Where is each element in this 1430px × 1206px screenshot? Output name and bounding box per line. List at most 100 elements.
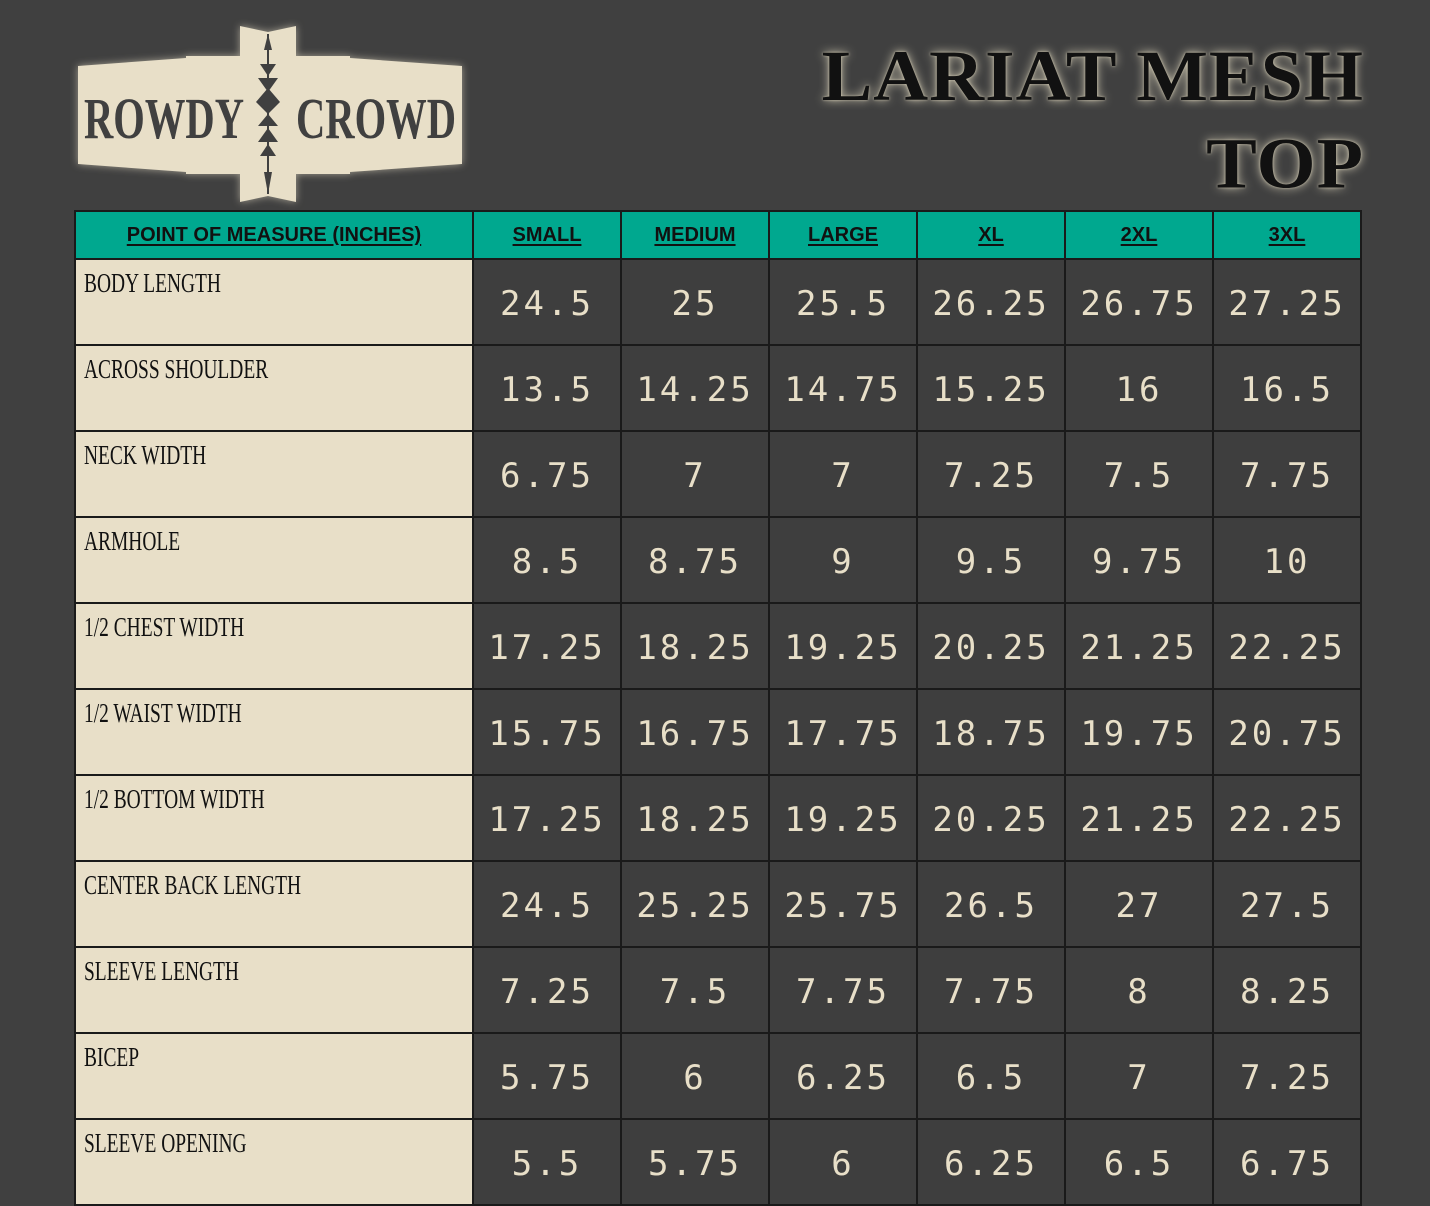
measure-label: Body Length [84, 268, 221, 298]
measure-value-cell: 7.75 [768, 946, 918, 1034]
measure-value-cell: 7.5 [620, 946, 770, 1034]
measure-label: Sleeve Length [84, 956, 239, 986]
measure-value-cell: 8 [1064, 946, 1214, 1034]
header-2xl: 2XL [1064, 210, 1214, 260]
measure-value-cell: 9.75 [1064, 516, 1214, 604]
measure-value-cell: 15.75 [472, 688, 622, 776]
table-row: 1/2 Bottom Width 17.25 18.25 19.25 20.25 21.2… [74, 774, 1362, 862]
product-title: LARIAT MESH TOP [822, 33, 1364, 208]
measure-value-cell: 22.25 [1212, 602, 1362, 690]
measure-value-cell: 27.5 [1212, 860, 1362, 948]
measure-label-cell: Center Back Length [74, 860, 474, 948]
measure-label: Across Shoulder [84, 354, 269, 384]
measure-value-cell: 7.75 [916, 946, 1066, 1034]
header-point-of-measure: POINT OF MEASURE (INCHES) [74, 210, 474, 260]
measure-value-cell: 6.25 [916, 1118, 1066, 1206]
measure-value-cell: 7 [768, 430, 918, 518]
measure-value-cell: 7.25 [472, 946, 622, 1034]
measure-value-cell: 19.75 [1064, 688, 1214, 776]
measure-value-cell: 7.5 [1064, 430, 1214, 518]
header-medium: MEDIUM [620, 210, 770, 260]
table-row: Body Length 24.5 25 25.5 26.25 26.75 27.25 [74, 258, 1362, 346]
measure-value-cell: 16.5 [1212, 344, 1362, 432]
measure-value-cell: 8.5 [472, 516, 622, 604]
measure-value-cell: 15.25 [916, 344, 1066, 432]
measure-value-cell: 20.25 [916, 774, 1066, 862]
title-line-1: LARIAT MESH [821, 36, 1364, 117]
brand-logo: ROWDY CROWD [78, 26, 466, 202]
table-body: Body Length 24.5 25 25.5 26.25 26.75 27.25 Acro… [74, 258, 1362, 1206]
measure-value-cell: 25.5 [768, 258, 918, 346]
measure-value-cell: 21.25 [1064, 774, 1214, 862]
measure-label: Neck Width [84, 440, 207, 470]
table-row: Bicep 5.75 6 6.25 6.5 7 7.25 [74, 1032, 1362, 1120]
measure-value-cell: 18.75 [916, 688, 1066, 776]
table-row: Armhole 8.5 8.75 9 9.5 9.75 10 [74, 516, 1362, 604]
table-row: Sleeve Opening 5.5 5.75 6 6.25 6.5 6.75 [74, 1118, 1362, 1206]
table-row: Neck Width 6.75 7 7 7.25 7.5 7.75 [74, 430, 1362, 518]
measure-value-cell: 22.25 [1212, 774, 1362, 862]
measure-label: 1/2 Bottom Width [84, 784, 265, 814]
table-row: Across Shoulder 13.5 14.25 14.75 15.25 16 16.5 [74, 344, 1362, 432]
measure-value-cell: 5.5 [472, 1118, 622, 1206]
measure-value-cell: 17.25 [472, 602, 622, 690]
measure-value-cell: 6 [768, 1118, 918, 1206]
measure-label-cell: 1/2 Bottom Width [74, 774, 474, 862]
measure-label: Sleeve Opening [84, 1128, 247, 1158]
measure-value-cell: 20.25 [916, 602, 1066, 690]
measure-value-cell: 24.5 [472, 258, 622, 346]
measure-value-cell: 18.25 [620, 602, 770, 690]
measure-label: 1/2 Waist Width [84, 698, 242, 728]
measure-value-cell: 5.75 [620, 1118, 770, 1206]
measure-value-cell: 18.25 [620, 774, 770, 862]
measure-value-cell: 6 [620, 1032, 770, 1120]
measure-label-cell: Body Length [74, 258, 474, 346]
arrow-ornament-icon [256, 34, 280, 194]
header-large: LARGE [768, 210, 918, 260]
measure-label: Armhole [84, 526, 181, 556]
measure-value-cell: 7 [1064, 1032, 1214, 1120]
measure-value-cell: 9 [768, 516, 918, 604]
measure-value-cell: 19.25 [768, 774, 918, 862]
measure-label: 1/2 Chest Width [84, 612, 245, 642]
title-line-2: TOP [1206, 123, 1364, 204]
measure-value-cell: 7.25 [916, 430, 1066, 518]
measure-label: Center Back Length [84, 870, 302, 900]
logo-text-rowdy: ROWDY [84, 86, 244, 151]
measure-value-cell: 17.25 [472, 774, 622, 862]
measure-value-cell: 8.75 [620, 516, 770, 604]
logo-emblem: ROWDY CROWD [78, 26, 462, 202]
measure-value-cell: 24.5 [472, 860, 622, 948]
logo-text-crowd: CROWD [296, 86, 456, 151]
measure-value-cell: 19.25 [768, 602, 918, 690]
measure-value-cell: 17.75 [768, 688, 918, 776]
measure-label-cell: Sleeve Length [74, 946, 474, 1034]
measure-value-cell: 5.75 [472, 1032, 622, 1120]
measure-value-cell: 21.25 [1064, 602, 1214, 690]
measure-value-cell: 8.25 [1212, 946, 1362, 1034]
measure-value-cell: 26.75 [1064, 258, 1214, 346]
measure-value-cell: 6.25 [768, 1032, 918, 1120]
size-chart-table: POINT OF MEASURE (INCHES) SMALL MEDIUM L… [74, 210, 1362, 1206]
measure-value-cell: 7.75 [1212, 430, 1362, 518]
measure-value-cell: 6.75 [472, 430, 622, 518]
measure-label-cell: Armhole [74, 516, 474, 604]
table-row: 1/2 Waist Width 15.75 16.75 17.75 18.75 19.75… [74, 688, 1362, 776]
table-header-row: POINT OF MEASURE (INCHES) SMALL MEDIUM L… [74, 210, 1362, 260]
measure-value-cell: 25.25 [620, 860, 770, 948]
measure-label-cell: 1/2 Waist Width [74, 688, 474, 776]
measure-value-cell: 26.5 [916, 860, 1066, 948]
measure-value-cell: 7 [620, 430, 770, 518]
header-3xl: 3XL [1212, 210, 1362, 260]
measure-value-cell: 6.5 [1064, 1118, 1214, 1206]
header-small: SMALL [472, 210, 622, 260]
header-xl: XL [916, 210, 1066, 260]
measure-value-cell: 10 [1212, 516, 1362, 604]
measure-value-cell: 6.75 [1212, 1118, 1362, 1206]
measure-label-cell: Sleeve Opening [74, 1118, 474, 1206]
measure-value-cell: 14.25 [620, 344, 770, 432]
measure-label-cell: Neck Width [74, 430, 474, 518]
measure-value-cell: 7.25 [1212, 1032, 1362, 1120]
measure-value-cell: 6.5 [916, 1032, 1066, 1120]
measure-value-cell: 9.5 [916, 516, 1066, 604]
